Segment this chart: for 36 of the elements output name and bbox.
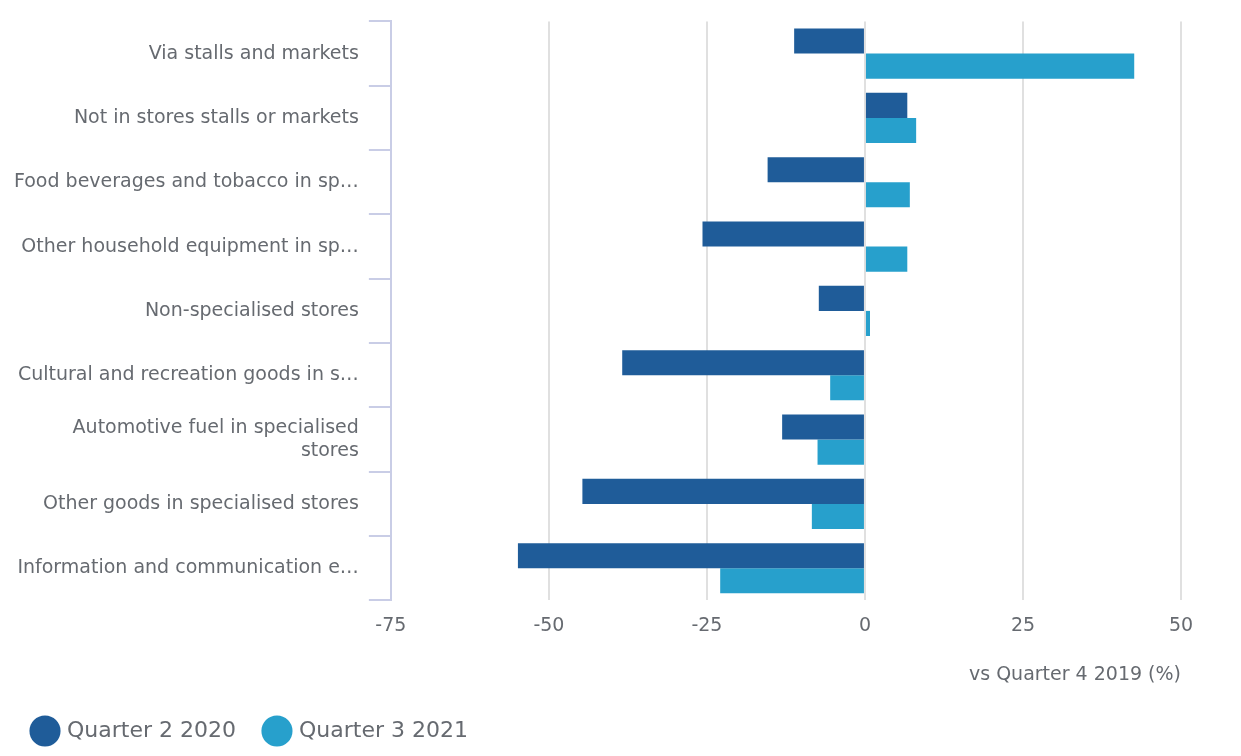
y-tick-label: Automotive fuel in specialised stores [72,415,359,460]
x-tick-label: -75 [375,612,407,635]
y-tick-label: Other household equipment in sp… [21,233,359,256]
bar [811,503,864,529]
bar [830,375,864,401]
bar [720,568,864,594]
x-tick-label: -50 [533,612,565,635]
bar [702,221,864,247]
x-axis-title: vs Quarter 4 2019 (%) [968,661,1181,684]
bar [517,543,864,569]
x-tick-label: 25 [1010,612,1036,635]
bar [767,157,864,183]
bar [818,285,864,311]
bar [865,182,910,208]
x-tick-label: 50 [1168,612,1194,635]
y-tick-label: Information and communication e… [17,555,359,578]
y-tick-label: Other goods in specialised stores [42,490,359,513]
bar [865,92,908,118]
y-tick-label: Not in stores stalls or markets [73,104,359,127]
bar [782,414,864,440]
bar [622,350,864,376]
x-tick-label: 0 [858,612,871,635]
y-tick-label: Cultural and recreation goods in s… [17,362,359,385]
bar [582,478,864,504]
bar [865,246,908,272]
bar [794,28,864,54]
bar [865,53,1135,79]
x-tick-label: -25 [691,612,723,635]
bar [865,117,917,143]
legend-label: Quarter 3 2021 [298,716,468,742]
bar [865,310,870,336]
y-tick-label: Food beverages and tobacco in sp… [13,169,359,192]
y-tick-label: Non-specialised stores [144,297,359,320]
y-tick-label: Via stalls and markets [148,40,359,63]
bar [817,439,864,465]
legend-label: Quarter 2 2020 [67,716,236,742]
